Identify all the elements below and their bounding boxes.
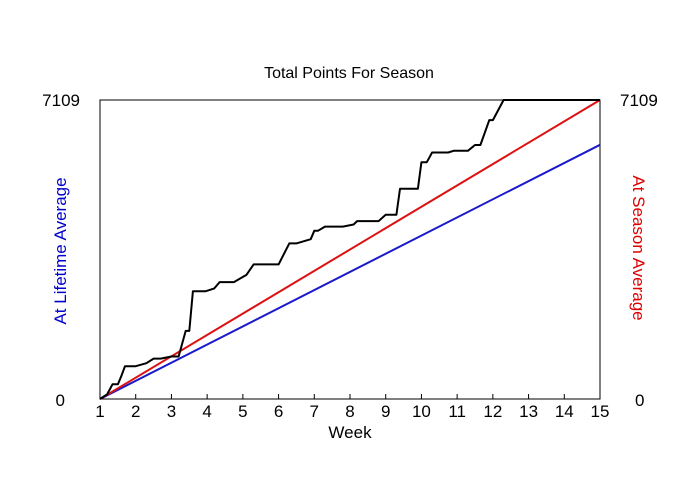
x-tick-label: 9 [381, 402, 390, 421]
series-line-at-lifetime-average [99, 143, 601, 400]
x-axis-label: Week [328, 423, 372, 442]
y-axis-label-right: At Season Average [629, 175, 648, 320]
x-tick-label: 2 [131, 402, 140, 421]
x-tick-label: 10 [412, 402, 431, 421]
x-tick-label: 4 [202, 402, 211, 421]
x-tick-label: 14 [555, 402, 574, 421]
x-tick-label: 3 [167, 402, 176, 421]
x-tick-label: 13 [519, 402, 538, 421]
x-tick-label: 1 [95, 402, 104, 421]
x-tick-label: 15 [591, 402, 610, 421]
y-tick-right-top: 7109 [620, 91, 658, 110]
x-tick-label: 12 [483, 402, 502, 421]
y-tick-right-bottom: 0 [635, 391, 644, 410]
series-line-at-season-average [99, 99, 601, 400]
chart-title: Total Points For Season [264, 65, 434, 82]
x-tick-label: 6 [274, 402, 283, 421]
series-layer [99, 99, 601, 400]
y-tick-left-bottom: 0 [56, 391, 65, 410]
x-axis-ticks: 1 2 3 4 5 6 7 8 9 10 11 12 13 14 15 [95, 394, 609, 421]
x-tick-label: 5 [238, 402, 247, 421]
x-tick-label: 8 [345, 402, 354, 421]
series-line-total-points [99, 99, 600, 400]
x-tick-label: 7 [310, 402, 319, 421]
x-tick-label: 11 [448, 402, 466, 421]
y-tick-left-top: 7109 [42, 91, 80, 110]
y-axis-label-left: At Lifetime Average [51, 177, 70, 324]
